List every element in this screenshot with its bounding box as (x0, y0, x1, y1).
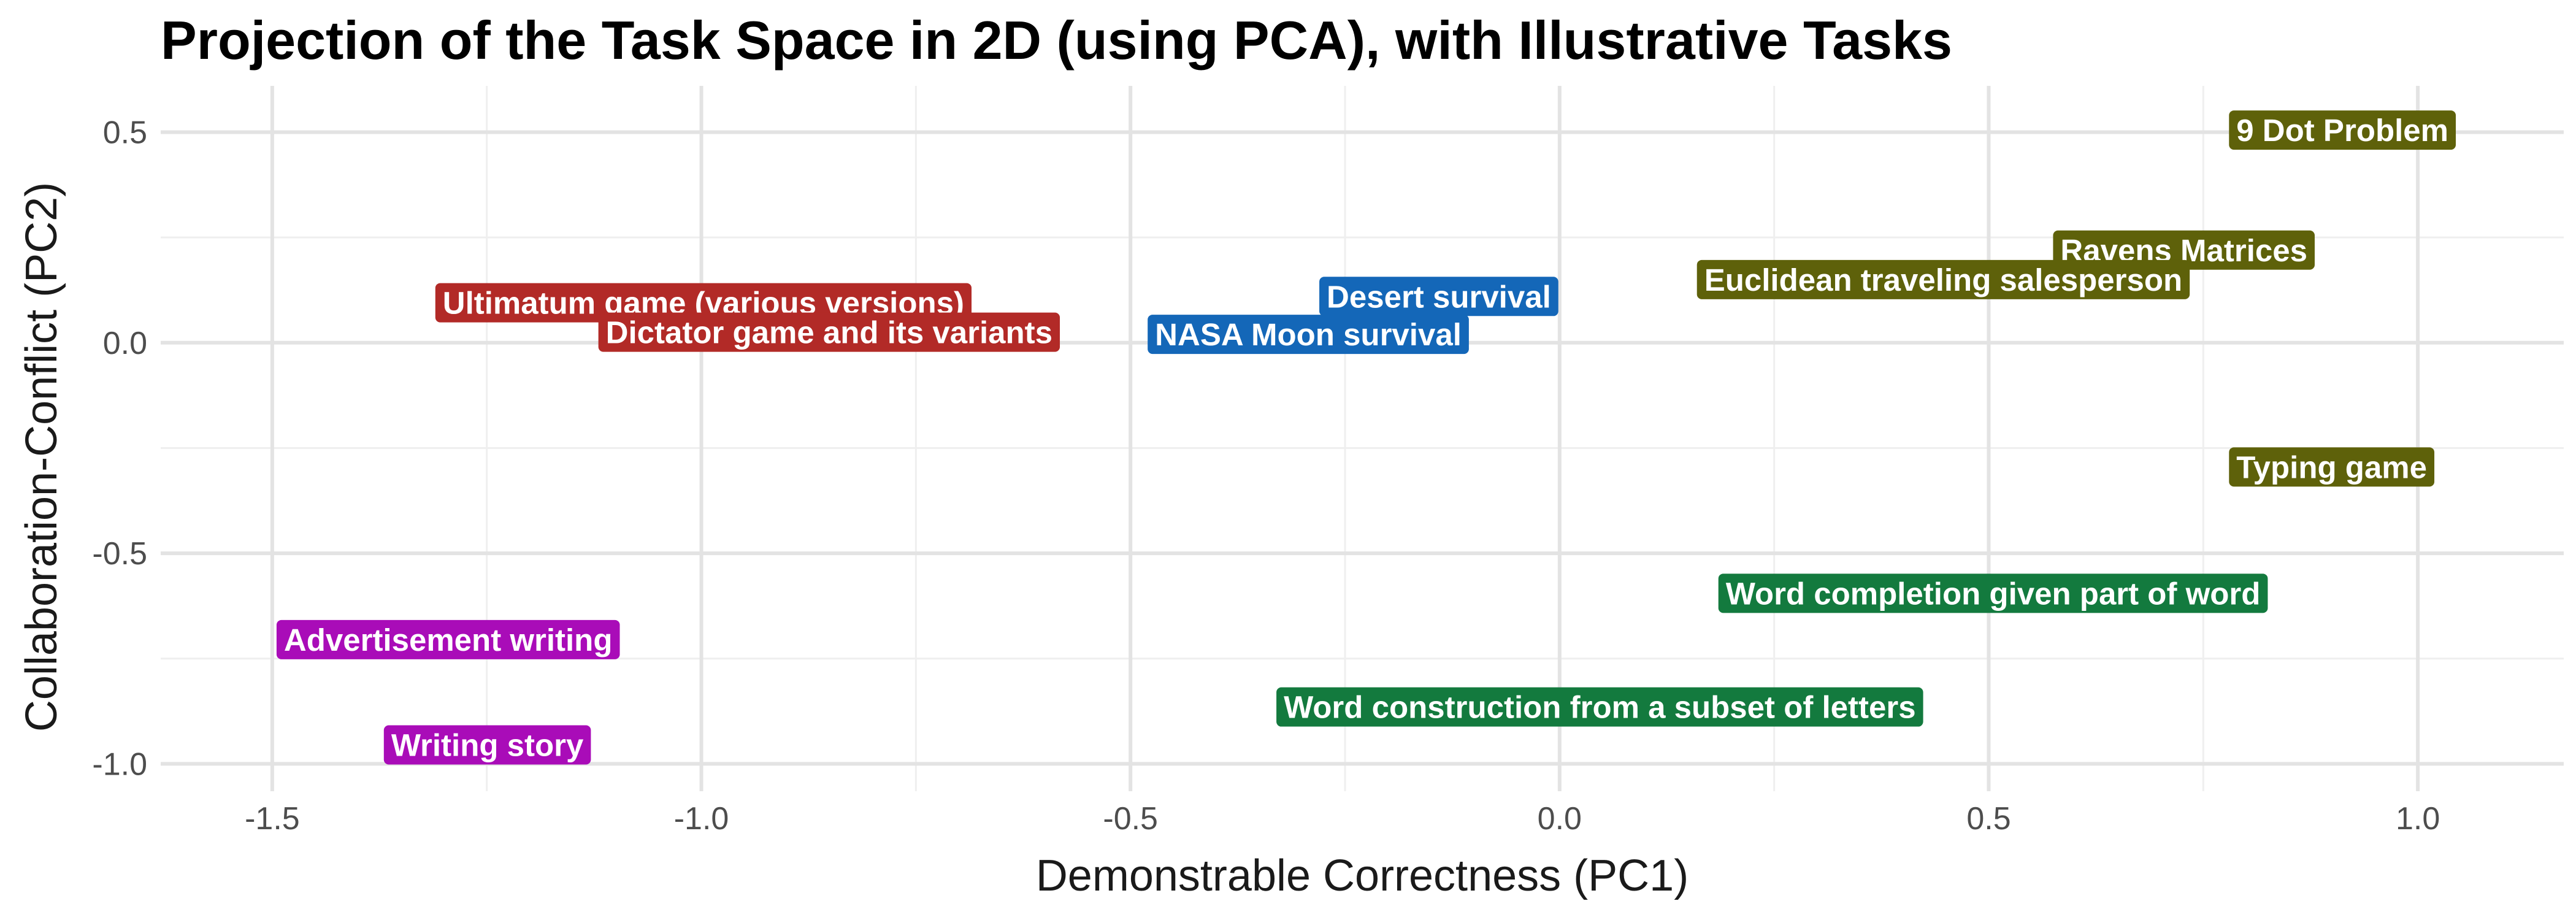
minor-gridlines (161, 86, 2564, 791)
task-label-box (435, 283, 972, 323)
task-label-box (383, 725, 591, 765)
task-label-box (2229, 447, 2435, 487)
task-label-box (1319, 277, 1558, 316)
task-label-box (598, 312, 1060, 352)
task-label-box (1718, 573, 2268, 613)
task-label-box (1148, 315, 1469, 355)
task-label: Euclidean traveling salesperson (1696, 259, 2190, 299)
major-gridlines (161, 86, 2564, 791)
y-tick-label: -0.5 (92, 536, 147, 572)
task-label: Advertisement writing (276, 619, 620, 659)
x-tick-label: 0.5 (1966, 801, 2011, 837)
y-axis-ticks: 0.5 0.0 -0.5 -1.0 (92, 115, 147, 783)
task-label-text: NASA Moon survival (1155, 317, 1462, 352)
y-axis-title: Collaboration-Conflict (PC2) (17, 182, 66, 732)
task-label-text: Dictator game and its variants (606, 315, 1052, 350)
task-label: Dictator game and its variants (598, 312, 1060, 352)
task-label-text: Desert survival (1327, 279, 1551, 314)
x-tick-label: -0.5 (1103, 801, 1158, 837)
x-tick-label: 0.0 (1538, 801, 1582, 837)
task-label-text: Writing story (391, 727, 584, 762)
y-tick-label: -1.0 (92, 746, 147, 782)
task-label-text: Word construction from a subset of lette… (1284, 690, 1916, 725)
task-label: NASA Moon survival (1148, 315, 1469, 355)
task-label-text: 9 Dot Problem (2236, 113, 2448, 148)
task-label-box (2053, 230, 2315, 270)
task-label: Typing game (2229, 447, 2435, 487)
x-tick-label: -1.0 (674, 801, 729, 837)
chart-title: Projection of the Task Space in 2D (usin… (161, 10, 1952, 71)
task-label: 9 Dot Problem (2229, 110, 2456, 150)
task-label-box (276, 619, 620, 659)
y-tick-label: 0.5 (103, 115, 147, 151)
x-axis-ticks: -1.5 -1.0 -0.5 0.0 0.5 1.0 (245, 801, 2440, 837)
x-tick-label: 1.0 (2396, 801, 2440, 837)
task-label: Word construction from a subset of lette… (1276, 687, 1923, 727)
task-label-box (1696, 259, 2190, 299)
task-label-box (1276, 687, 1923, 727)
task-label: Ultimatum game (various versions) (435, 283, 972, 323)
task-label: Desert survival (1319, 277, 1558, 316)
x-tick-label: -1.5 (245, 801, 300, 837)
task-label-text: Typing game (2236, 450, 2427, 485)
task-label: Word completion given part of word (1718, 573, 2268, 613)
x-axis-title: Demonstrable Correctness (PC1) (1036, 851, 1689, 900)
y-tick-label: 0.0 (103, 326, 147, 361)
task-label: Writing story (383, 725, 591, 765)
task-label-box (2229, 110, 2456, 150)
task-label-text: Advertisement writing (284, 623, 613, 657)
task-label-text: Euclidean traveling salesperson (1704, 263, 2182, 297)
task-label-text: Word completion given part of word (1726, 576, 2261, 611)
